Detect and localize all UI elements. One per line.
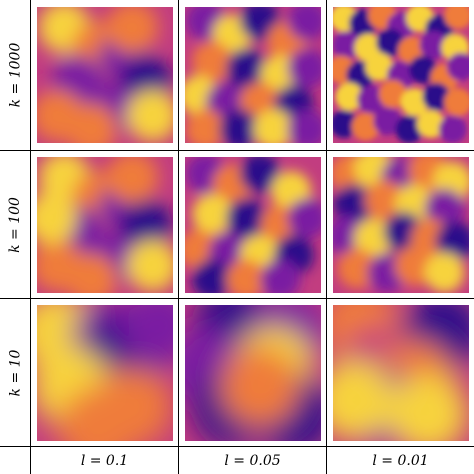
- field-blob: [446, 52, 469, 81]
- col-label-l-0.01: l = 0.01: [372, 453, 429, 469]
- field-blob: [376, 28, 405, 57]
- field-blob: [58, 387, 139, 441]
- field-blob: [260, 259, 301, 293]
- field-blob: [226, 198, 267, 239]
- field-blob: [373, 107, 402, 136]
- row-label-text: k = 1000: [7, 42, 23, 108]
- field-blob: [435, 221, 469, 262]
- field-blob: [287, 198, 321, 239]
- field-blob: [192, 41, 233, 82]
- field-blob: [185, 109, 226, 143]
- field-blob: [333, 110, 358, 138]
- grid-line: [178, 0, 179, 474]
- field-blob: [226, 259, 267, 293]
- field-blob: [424, 252, 465, 293]
- field-blob: [333, 31, 361, 60]
- field-blob: [192, 194, 233, 235]
- field-blob: [424, 188, 465, 229]
- grid-line: [30, 0, 31, 474]
- field-blob: [192, 259, 233, 293]
- field-blob: [106, 157, 159, 204]
- field-panel-k100-l0.05: [185, 157, 321, 293]
- field-blob: [364, 180, 405, 221]
- field-blob: [65, 253, 118, 293]
- grid-line: [0, 150, 474, 151]
- field-blob: [106, 7, 159, 54]
- grid-line: [0, 446, 474, 447]
- field-blob: [119, 305, 173, 366]
- field-blob: [444, 88, 469, 117]
- field-blob: [119, 199, 172, 251]
- field-blob: [126, 89, 173, 142]
- field-blob: [378, 80, 407, 108]
- field-blob: [219, 346, 300, 427]
- field-panel-k10-l0.01: [333, 305, 469, 441]
- field-blob: [219, 109, 260, 143]
- field-blob: [400, 88, 429, 117]
- row-label-k-1000: k = 1000: [0, 0, 30, 150]
- field-blob: [126, 239, 173, 292]
- field-blob: [365, 52, 394, 81]
- row-label-text: k = 100: [7, 196, 23, 253]
- field-panel-k10-l0.05: [185, 305, 321, 441]
- field-blob: [416, 110, 445, 138]
- field-blob: [253, 109, 294, 143]
- field-panel-k1000-l0.01: [333, 7, 469, 143]
- field-blob: [335, 82, 364, 111]
- field-blob: [287, 48, 321, 89]
- field-blob: [357, 85, 386, 114]
- field-blob: [408, 55, 437, 84]
- col-label-l-0.05: l = 0.05: [224, 453, 281, 469]
- field-blob: [394, 245, 435, 286]
- grid-line: [0, 298, 474, 299]
- field-blob: [419, 31, 448, 60]
- field-blob: [333, 184, 374, 225]
- row-label-k-100: k = 100: [0, 151, 30, 298]
- field-blob: [239, 157, 280, 194]
- field-blob: [351, 112, 380, 141]
- field-blob: [388, 373, 469, 441]
- row-label-text: k = 10: [7, 349, 23, 396]
- grid-line: [326, 0, 327, 474]
- field-panel-k10-l0.1: [37, 305, 173, 441]
- field-blob: [444, 7, 469, 30]
- field-panel-k100-l0.01: [333, 157, 469, 293]
- field-panel-k1000-l0.1: [37, 7, 173, 143]
- field-blob: [353, 218, 394, 259]
- field-blob: [333, 360, 394, 441]
- field-blob: [422, 82, 451, 111]
- field-blob: [37, 192, 77, 245]
- field-blob: [287, 7, 321, 41]
- field-blob: [337, 248, 378, 289]
- field-blob: [287, 109, 321, 143]
- field-blob: [226, 48, 267, 89]
- field-panel-k100-l0.1: [37, 157, 173, 293]
- row-label-k-10: k = 10: [0, 299, 30, 446]
- field-blob: [438, 115, 467, 143]
- field-blob: [65, 103, 118, 143]
- field-panel-k1000-l0.05: [185, 7, 321, 143]
- field-blob: [395, 115, 424, 143]
- col-label-l-0.1: l = 0.1: [80, 453, 129, 469]
